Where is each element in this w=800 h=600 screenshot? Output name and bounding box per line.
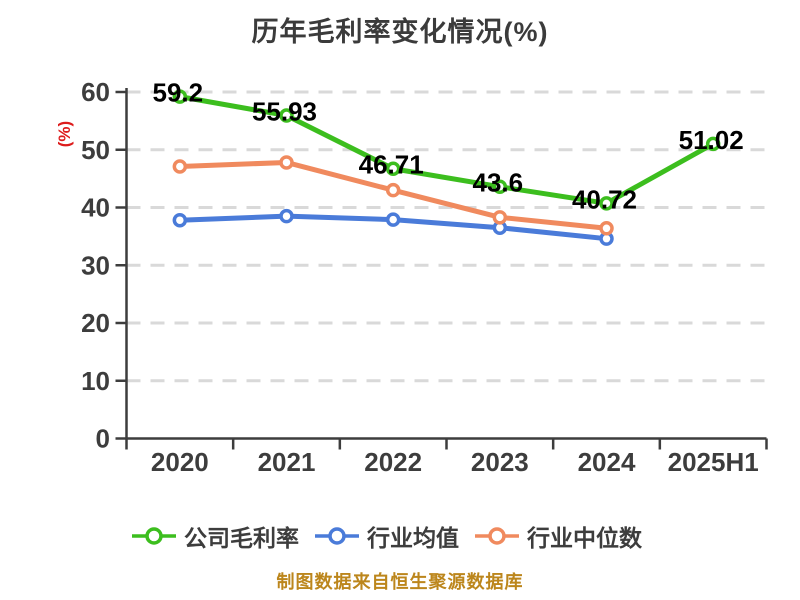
industry-average-point[interactable]: [172, 212, 188, 228]
line-chart: 0 10 20 30 40 50 60 2020 2021 2022 2023 2024 2025H1 5…: [81, 77, 768, 477]
industry-average-marker-icon: [315, 527, 359, 545]
x-tick-label: 2025H1: [668, 447, 759, 477]
industry-median-point[interactable]: [492, 210, 508, 225]
industry-median-point[interactable]: [599, 221, 614, 236]
y-tick-label: 20: [81, 308, 110, 338]
data-label: 40.72: [572, 184, 637, 214]
industry-median-point[interactable]: [385, 182, 401, 198]
data-label: 51.02: [679, 125, 744, 155]
legend: 公司毛利率 行业均值 行业中位数: [0, 519, 800, 553]
chart-title: 历年毛利率变化情况(%): [251, 17, 549, 47]
company-gross-margin-marker-icon: [132, 527, 176, 545]
industry-median-marker-icon: [475, 527, 519, 545]
y-tick-label: 50: [81, 135, 110, 165]
x-tick-label: 2020: [151, 447, 209, 477]
legend-item-industry-median[interactable]: 行业中位数: [475, 519, 642, 553]
data-label: 59.2: [153, 78, 204, 108]
x-tick-label: 2023: [471, 447, 529, 477]
data-label: 55.93: [252, 97, 317, 127]
company-gross-margin-point[interactable]: [705, 136, 721, 152]
x-tick-label: 2021: [258, 447, 316, 477]
y-tick-label: 30: [81, 250, 110, 280]
data-label: 46.71: [359, 150, 424, 180]
y-tick-label: 0: [96, 424, 110, 454]
legend-label-company-gross-margin: 公司毛利率: [184, 525, 299, 551]
company-gross-margin-point[interactable]: [172, 89, 188, 104]
industry-average-point[interactable]: [279, 208, 294, 224]
legend-label-industry-average: 行业均值: [367, 525, 459, 551]
industry-average-point[interactable]: [385, 212, 401, 227]
company-gross-margin-point[interactable]: [279, 108, 294, 123]
company-gross-margin-point[interactable]: [599, 196, 614, 211]
legend-item-industry-average[interactable]: 行业均值: [315, 519, 459, 553]
legend-label-industry-median: 行业中位数: [527, 525, 642, 551]
legend-item-company-gross-margin[interactable]: 公司毛利率: [132, 519, 299, 553]
data-source-note: 制图数据来自恒生聚源数据库: [276, 572, 524, 592]
company-gross-margin-line: [177, 94, 716, 206]
data-label: 43.6: [473, 168, 524, 198]
y-tick-label: 40: [81, 193, 110, 223]
industry-median-point[interactable]: [172, 159, 188, 174]
y-tick-label: 10: [81, 366, 110, 396]
x-tick-label: 2024: [578, 447, 636, 477]
x-tick-label: 2022: [364, 447, 422, 477]
y-tick-label: 60: [81, 77, 110, 107]
company-gross-margin-point[interactable]: [385, 161, 401, 176]
company-gross-margin-point[interactable]: [492, 179, 508, 194]
industry-median-point[interactable]: [279, 155, 294, 170]
